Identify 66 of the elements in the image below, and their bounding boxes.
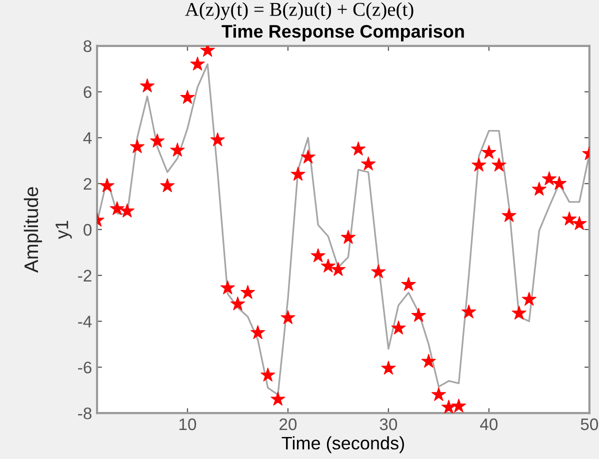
point [330, 262, 346, 276]
point [482, 144, 496, 159]
point [170, 142, 185, 157]
y-tick-label: 2 [84, 178, 92, 190]
point [421, 354, 436, 368]
point [230, 296, 245, 310]
point [371, 264, 386, 278]
text: Amplitude [24, 187, 42, 273]
point [542, 171, 556, 186]
point [452, 398, 466, 412]
point [340, 230, 356, 244]
point [512, 306, 526, 320]
chart-title: Time Response Comparison [222, 24, 464, 42]
point [441, 400, 456, 414]
point [562, 212, 577, 226]
point [401, 276, 416, 291]
x-tick-label: 50 [580, 418, 598, 430]
y-tick-label: 0 [84, 224, 92, 236]
point [411, 308, 426, 322]
point [361, 156, 376, 170]
point [280, 310, 296, 324]
point [391, 320, 406, 334]
point [190, 56, 205, 70]
point [522, 292, 536, 306]
x-axis-title: Time (seconds) [282, 436, 404, 454]
point [320, 258, 336, 272]
y-axis-title: y1 [56, 220, 72, 239]
point [130, 139, 145, 154]
point [240, 284, 256, 299]
x-tick-label: 30 [380, 418, 398, 430]
point [180, 90, 195, 104]
y-tick-label: -8 [78, 408, 92, 420]
point [351, 142, 366, 156]
text: A(z)y(t) = B(z)u(t) + C(z)e(t) [185, 2, 414, 20]
point [431, 387, 446, 401]
point [220, 280, 235, 294]
point [140, 78, 155, 92]
point [300, 150, 316, 164]
point [492, 158, 506, 172]
point [260, 368, 276, 382]
point [472, 158, 486, 172]
point [552, 176, 567, 190]
x-tick-label: 40 [480, 418, 498, 430]
point [572, 216, 587, 230]
x-tick-label: 10 [179, 418, 196, 430]
point [270, 392, 286, 406]
point [120, 204, 134, 218]
y-tick-label: 8 [84, 40, 92, 52]
y-tick-label: 4 [83, 132, 92, 144]
y-tick-label: -4 [78, 316, 92, 328]
y-tick-label: -6 [78, 362, 92, 374]
point [310, 248, 326, 262]
point [250, 325, 266, 340]
x-tick-label: 20 [280, 418, 297, 430]
point [462, 304, 476, 318]
point [290, 166, 306, 181]
y-tick-label: -2 [78, 270, 92, 282]
point [100, 178, 114, 192]
point [110, 201, 124, 216]
point [502, 208, 516, 222]
point [150, 134, 165, 148]
point [160, 178, 175, 192]
point [210, 132, 225, 146]
point [532, 182, 546, 196]
y-tick-label: 6 [84, 86, 92, 98]
point [381, 360, 396, 375]
